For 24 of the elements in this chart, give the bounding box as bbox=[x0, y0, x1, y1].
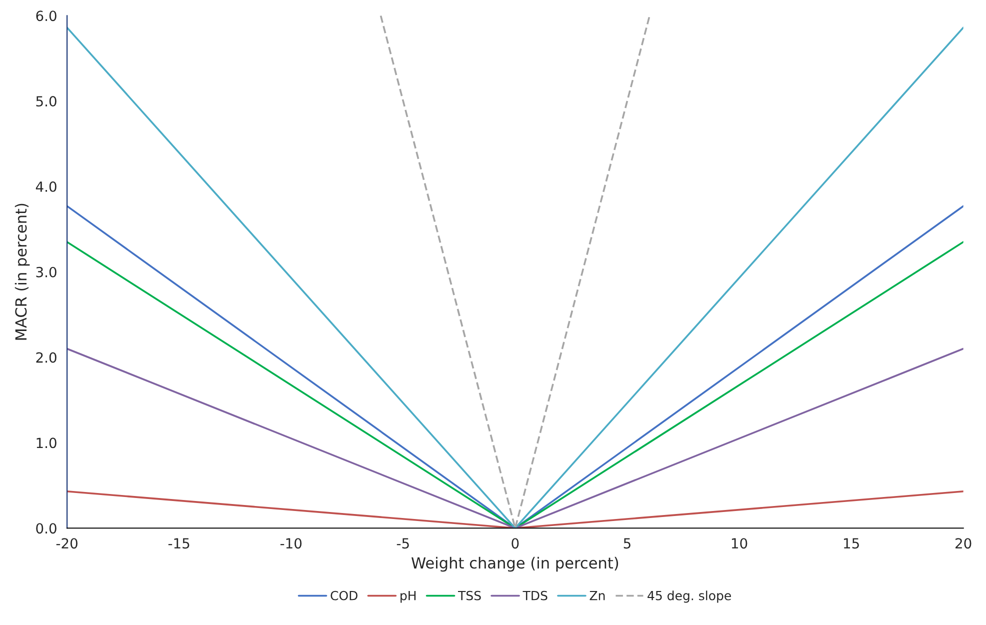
y-tick-label: 4.0 bbox=[36, 181, 56, 192]
y-tick-label: 0.0 bbox=[36, 523, 56, 534]
x-tick-label: 20 bbox=[956, 538, 972, 549]
legend-label: pH bbox=[400, 591, 416, 603]
x-tick-label: 10 bbox=[732, 538, 748, 549]
x-tick-label: 0 bbox=[512, 538, 519, 549]
x-tick-label: 15 bbox=[844, 538, 859, 549]
x-tick-label: 5 bbox=[624, 538, 630, 549]
x-tick-label: -5 bbox=[396, 538, 409, 549]
y-tick-label: 5.0 bbox=[36, 96, 56, 107]
legend-label: 45 deg. slope bbox=[648, 590, 731, 603]
x-axis-title: Weight change (in percent) bbox=[412, 556, 618, 572]
legend-label: COD bbox=[330, 590, 358, 600]
legend-label: TSS bbox=[458, 590, 481, 600]
y-tick-label: 1.0 bbox=[36, 438, 56, 448]
legend-label: Zn bbox=[590, 591, 605, 600]
y-tick-label: 3.0 bbox=[36, 266, 56, 278]
legend-label: TDS bbox=[522, 590, 548, 600]
x-tick-label: -15 bbox=[168, 538, 190, 549]
y-tick-label: 6.0 bbox=[36, 10, 56, 22]
x-tick-label: -20 bbox=[56, 538, 78, 549]
y-tick-label: 2.0 bbox=[36, 352, 56, 363]
y-axis-title: MACR (in percent) bbox=[14, 204, 30, 340]
x-tick-label: -10 bbox=[280, 538, 302, 549]
